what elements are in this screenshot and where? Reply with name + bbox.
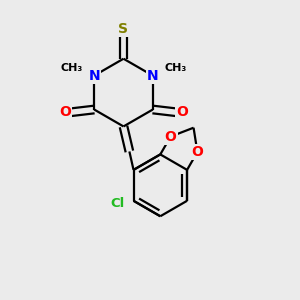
- Text: O: O: [176, 106, 188, 119]
- Text: O: O: [59, 106, 71, 119]
- Text: O: O: [191, 145, 203, 159]
- Text: CH₃: CH₃: [165, 63, 187, 73]
- Text: N: N: [88, 69, 100, 83]
- Text: O: O: [165, 130, 176, 144]
- Text: N: N: [147, 69, 159, 83]
- Text: Cl: Cl: [110, 197, 124, 210]
- Text: S: S: [118, 22, 128, 36]
- Text: CH₃: CH₃: [61, 63, 83, 73]
